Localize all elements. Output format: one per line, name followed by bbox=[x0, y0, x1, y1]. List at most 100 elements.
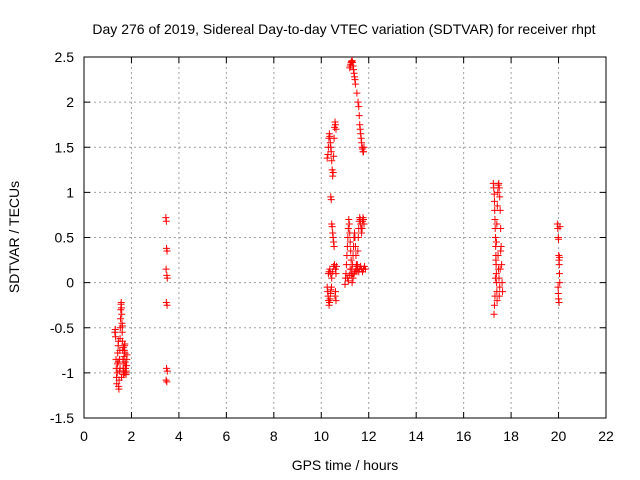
data-point bbox=[354, 234, 362, 241]
data-point bbox=[351, 80, 359, 88]
data-point bbox=[555, 298, 563, 306]
data-point bbox=[355, 103, 363, 111]
data-point bbox=[496, 193, 504, 201]
data-point bbox=[555, 270, 563, 278]
data-point bbox=[330, 152, 338, 160]
data-point bbox=[344, 224, 352, 232]
data-point bbox=[495, 292, 503, 300]
x-tick-label: 18 bbox=[503, 428, 519, 444]
data-point bbox=[328, 274, 336, 282]
data-point bbox=[326, 132, 334, 140]
data-point bbox=[491, 215, 499, 223]
data-point bbox=[327, 196, 335, 204]
y-tick-label: 0.5 bbox=[55, 230, 75, 246]
x-tick-label: 2 bbox=[128, 428, 136, 444]
data-point bbox=[323, 154, 331, 162]
data-point bbox=[332, 270, 340, 278]
data-point bbox=[498, 261, 506, 269]
data-point bbox=[492, 270, 500, 278]
data-point bbox=[122, 362, 130, 370]
data-point bbox=[115, 385, 123, 393]
x-tick-label: 10 bbox=[313, 428, 329, 444]
data-point bbox=[360, 143, 368, 151]
data-point bbox=[123, 351, 131, 359]
x-tick-label: 22 bbox=[598, 428, 614, 444]
y-tick-label: 0 bbox=[66, 275, 74, 291]
data-point bbox=[342, 261, 350, 269]
data-point bbox=[554, 283, 562, 291]
data-point bbox=[162, 376, 170, 384]
data-point bbox=[331, 261, 339, 269]
data-point bbox=[346, 238, 354, 246]
data-point bbox=[330, 243, 338, 251]
data-point bbox=[162, 265, 170, 273]
data-point bbox=[355, 112, 363, 120]
data-point bbox=[344, 277, 352, 285]
data-point bbox=[328, 157, 336, 165]
data-point bbox=[350, 270, 358, 278]
data-point bbox=[163, 367, 171, 375]
data-point bbox=[117, 315, 125, 323]
data-point bbox=[344, 234, 352, 241]
y-tick-label: -0.5 bbox=[50, 320, 74, 336]
x-tick-label: 14 bbox=[408, 428, 424, 444]
data-point bbox=[119, 344, 127, 352]
data-point bbox=[495, 184, 503, 192]
x-tick-label: 20 bbox=[551, 428, 567, 444]
y-tick-labels: -1.5 -1 -0.5 0 0.5 1 1.5 2 2.5 bbox=[50, 49, 74, 426]
data-point bbox=[327, 148, 335, 156]
data-point bbox=[351, 243, 359, 251]
data-point bbox=[329, 169, 337, 177]
data-point bbox=[112, 333, 120, 341]
data-points bbox=[111, 57, 564, 393]
data-point bbox=[496, 283, 504, 291]
data-point bbox=[348, 279, 356, 287]
data-point bbox=[496, 206, 504, 214]
x-tick-label: 8 bbox=[270, 428, 278, 444]
data-point bbox=[358, 224, 366, 232]
data-point bbox=[118, 328, 126, 336]
data-point bbox=[490, 190, 498, 198]
chart-title: Day 276 of 2019, Sidereal Day-to-day VTE… bbox=[92, 21, 595, 37]
data-point bbox=[332, 297, 340, 305]
data-point bbox=[555, 261, 563, 269]
data-point bbox=[490, 301, 498, 309]
data-point bbox=[494, 188, 502, 196]
data-point bbox=[342, 270, 350, 278]
data-point bbox=[332, 262, 340, 270]
y-tick-label: 1.5 bbox=[55, 139, 75, 155]
y-axis-title: SDTVAR / TECUs bbox=[6, 181, 22, 293]
data-point bbox=[117, 304, 125, 312]
data-point bbox=[163, 378, 171, 386]
data-point bbox=[493, 220, 501, 228]
axis-ticks bbox=[83, 56, 607, 419]
data-point bbox=[494, 252, 502, 260]
data-point bbox=[498, 279, 506, 287]
data-point bbox=[490, 310, 498, 318]
x-axis-title: GPS time / hours bbox=[292, 457, 399, 473]
x-tick-label: 4 bbox=[175, 428, 183, 444]
data-point bbox=[111, 326, 119, 334]
data-point bbox=[117, 373, 125, 381]
data-point bbox=[327, 283, 335, 291]
data-point bbox=[163, 274, 171, 282]
data-point bbox=[347, 256, 355, 264]
data-point bbox=[114, 358, 122, 366]
x-tick-label: 0 bbox=[80, 428, 88, 444]
data-point bbox=[343, 243, 351, 251]
data-point bbox=[162, 217, 170, 225]
data-point bbox=[493, 297, 501, 305]
data-point bbox=[347, 247, 355, 255]
data-point bbox=[352, 252, 360, 260]
data-point bbox=[555, 253, 563, 261]
data-point bbox=[332, 125, 340, 133]
data-point bbox=[497, 247, 505, 255]
data-point bbox=[331, 292, 339, 300]
data-point bbox=[354, 247, 362, 255]
data-point bbox=[492, 256, 500, 264]
data-point bbox=[492, 238, 500, 246]
data-point bbox=[556, 223, 564, 231]
data-point bbox=[499, 288, 507, 296]
data-point bbox=[121, 340, 129, 348]
